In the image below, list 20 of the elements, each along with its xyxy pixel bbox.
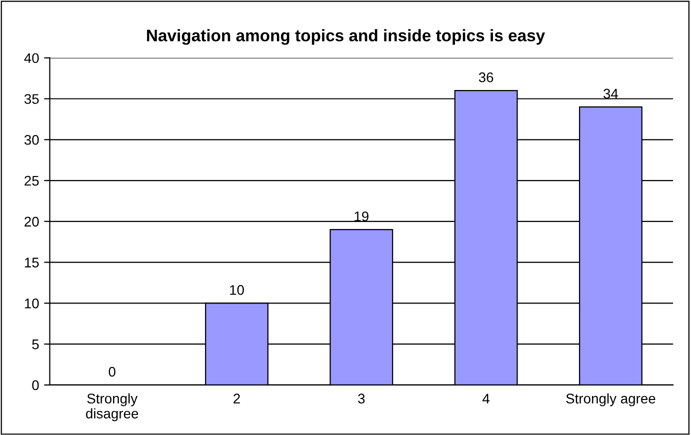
y-tick-label: 20 [24,216,39,227]
chart-title: Navigation among topics and inside topics is easy [147,29,546,45]
y-tick-label: 30 [24,134,39,145]
y-tick-label: 25 [24,176,39,186]
x-tick-label: 2 [234,394,240,404]
data-label: 19 [354,211,368,222]
y-tick-label: 10 [24,298,39,308]
y-tick-label: 15 [24,258,39,268]
data-label: 10 [230,285,244,295]
y-tick-label: 0 [32,380,39,390]
x-tick-label: 4 [482,394,490,404]
data-label: 34 [604,88,618,99]
x-tick-label: 3 [358,394,365,404]
y-tick-label: 5 [32,340,39,350]
x-tick-label: Strongly disagree [86,393,138,422]
x-tick-label: Strongly agree [566,393,656,406]
y-tick-label: 40 [24,53,39,64]
data-label: 36 [478,72,494,82]
y-tick-label: 35 [24,94,39,104]
data-label: 0 [108,366,116,377]
